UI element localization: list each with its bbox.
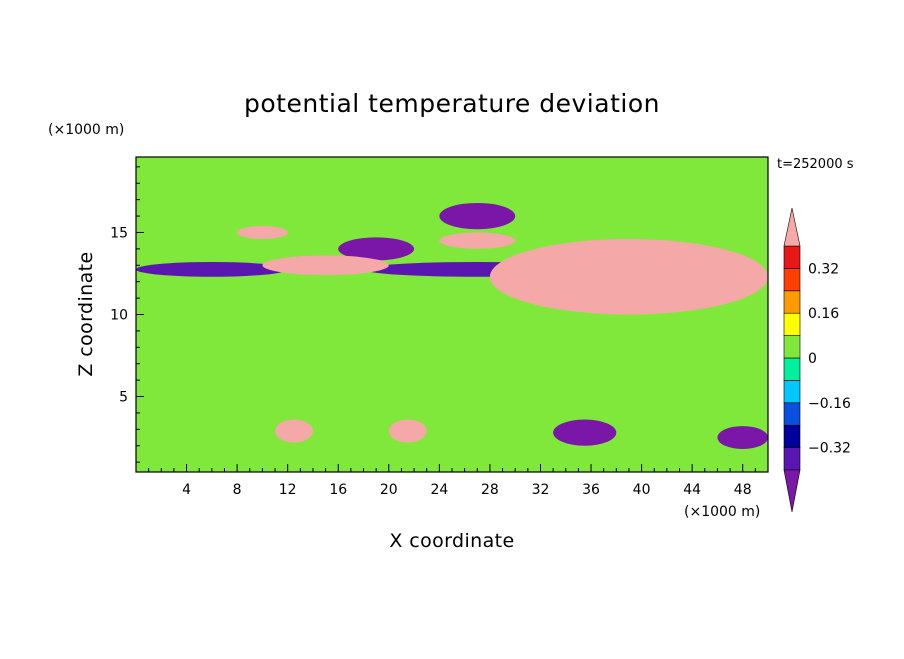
- x-axis-label: X coordinate: [389, 530, 514, 552]
- contour-upper-purple-blob: [439, 202, 516, 230]
- x-tick-label: 20: [380, 482, 398, 498]
- x-tick-label: 36: [582, 482, 600, 498]
- y-tick-label: 10: [110, 308, 128, 324]
- colorbar-tick-label: −0.32: [808, 441, 851, 457]
- colorbar-swatch: [783, 268, 801, 292]
- y-tick-label: 15: [110, 225, 128, 241]
- colorbar-upper-extend: [783, 207, 801, 247]
- colorbar-swatch: [783, 402, 801, 426]
- x-tick-label: 12: [279, 482, 297, 498]
- contour-near-surface-pink-cell-2: [388, 419, 427, 443]
- y-axis-label: Z coordinate: [75, 251, 97, 376]
- colorbar-lower-extend: [783, 469, 801, 513]
- colorbar-swatch: [783, 447, 801, 471]
- x-tick-label: 32: [532, 482, 550, 498]
- colorbar-swatch: [783, 312, 801, 336]
- colorbar-tick-label: 0.16: [808, 306, 839, 322]
- colorbar-swatch: [783, 357, 801, 381]
- contour-lower-pink-band: [262, 255, 389, 276]
- contour-lower-navy-band: [136, 262, 288, 277]
- colorbar-swatch: [783, 335, 801, 359]
- colorbar: 0.32 0.16 0 −0.16 −0.32: [783, 207, 851, 513]
- contour-upper-purple-band: [338, 237, 415, 261]
- x-tick-label: 40: [633, 482, 651, 498]
- contour-upper-pink-band: [237, 225, 288, 240]
- x-tick-label: 48: [734, 482, 752, 498]
- colorbar-swatch: [783, 380, 801, 404]
- colorbar-tick-label: 0: [808, 351, 817, 367]
- y-tick-label: 5: [119, 390, 128, 406]
- chart-title: potential temperature deviation: [244, 89, 660, 118]
- colorbar-swatch: [783, 245, 801, 269]
- x-tick-label: 8: [233, 482, 242, 498]
- y-unit-label: (×1000 m): [48, 122, 124, 138]
- x-tick-label: 44: [683, 482, 701, 498]
- contour-near-surface-purple-cell: [553, 419, 617, 446]
- colorbar-tick-label: 0.32: [808, 261, 839, 277]
- x-tick-label: 24: [430, 482, 448, 498]
- contour-sloping-pink-band: [489, 239, 768, 315]
- colorbar-swatch: [783, 424, 801, 448]
- x-tick-label: 16: [329, 482, 347, 498]
- colorbar-swatch: [783, 290, 801, 314]
- field-background: [136, 157, 768, 472]
- x-unit-label: (×1000 m): [684, 504, 760, 520]
- contour-field: [136, 157, 768, 472]
- x-tick-label: 4: [182, 482, 191, 498]
- x-axis: 4 8 12 16 20 24 28 32 36 40 44 48: [148, 464, 756, 498]
- time-label: t=252000 s: [777, 157, 854, 172]
- contour-near-surface-purple-cell-2: [717, 426, 768, 450]
- contour-upper-pink-band-2: [439, 232, 516, 249]
- contour-near-surface-pink-cell: [275, 419, 313, 443]
- x-tick-label: 28: [481, 482, 499, 498]
- colorbar-tick-label: −0.16: [808, 396, 851, 412]
- y-axis: 5 10 15: [110, 166, 144, 463]
